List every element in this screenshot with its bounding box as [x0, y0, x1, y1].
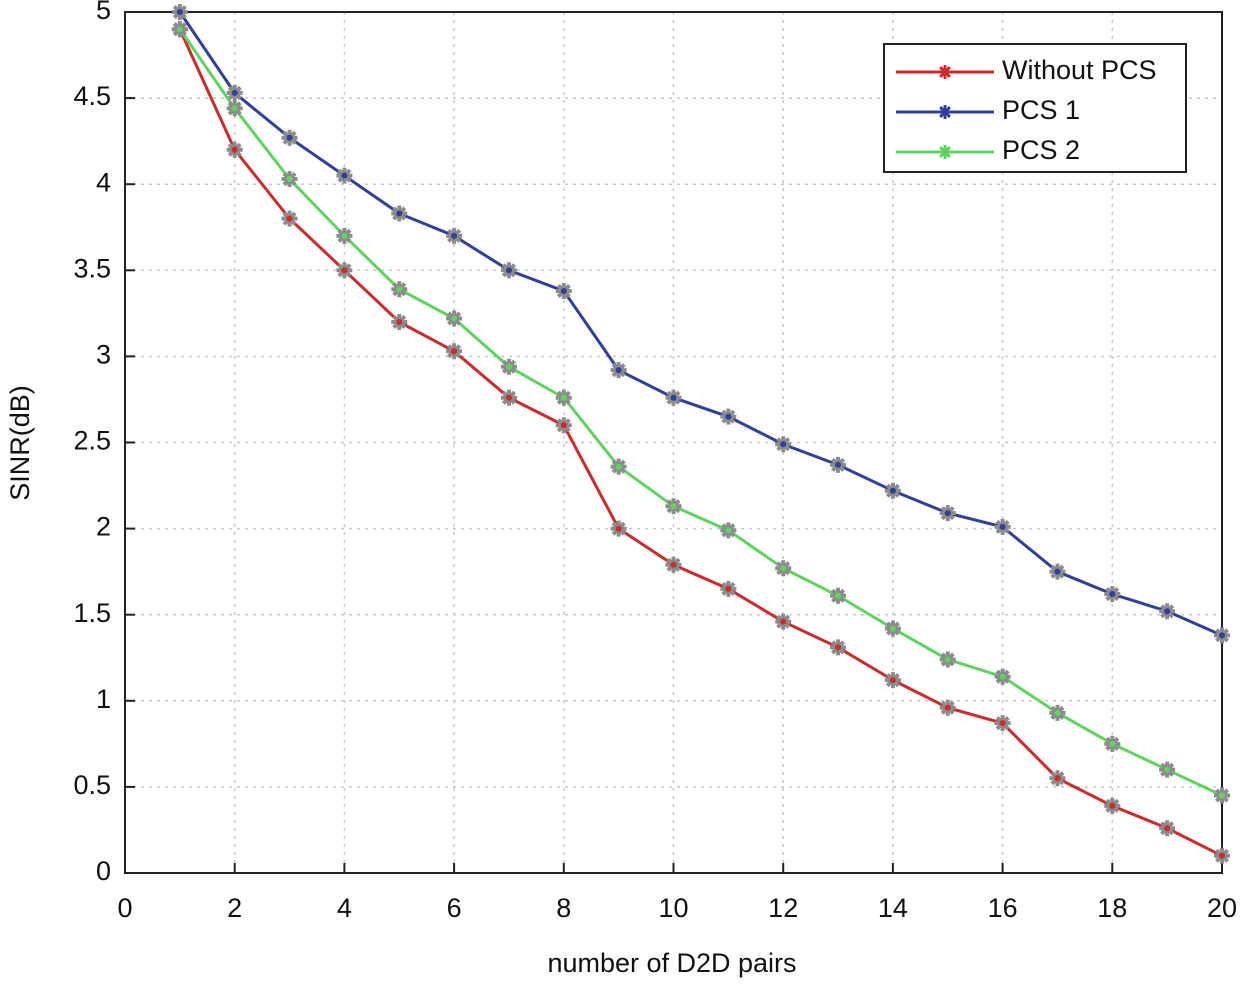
legend-marker — [938, 65, 952, 79]
x-tick-label: 0 — [117, 893, 132, 923]
data-point-center — [231, 146, 238, 153]
x-tick-label: 4 — [337, 893, 352, 923]
data-point-center — [505, 394, 512, 401]
x-tick-label: 2 — [227, 893, 242, 923]
data-point-center — [889, 487, 896, 494]
data-point-center — [670, 561, 677, 568]
y-tick-label: 3 — [96, 340, 111, 370]
data-point-center — [560, 287, 567, 294]
data-point-center — [725, 585, 732, 592]
data-point-center — [451, 232, 458, 239]
data-point-center — [1219, 632, 1225, 639]
data-point-center — [1054, 568, 1061, 575]
data-point-center — [1109, 802, 1116, 809]
y-tick-label: 3.5 — [73, 253, 111, 283]
data-point-center — [505, 267, 512, 274]
x-tick-label: 12 — [768, 893, 798, 923]
data-point-center — [1164, 766, 1171, 773]
data-point-center — [286, 134, 293, 141]
series-line — [178, 28, 1223, 797]
data-point-center — [396, 318, 403, 325]
data-point-center — [176, 26, 183, 33]
y-axis-label: SINR(dB) — [5, 385, 35, 501]
data-point-center — [560, 394, 567, 401]
x-tick-label: 20 — [1207, 893, 1237, 923]
data-point-center — [615, 525, 622, 532]
data-point-center — [615, 367, 622, 374]
data-point-center — [1219, 792, 1225, 799]
data-point-center — [286, 215, 293, 222]
data-point-center — [725, 527, 732, 534]
legend-label: PCS 1 — [1002, 95, 1080, 125]
data-point-center — [451, 348, 458, 355]
y-tick-label: 1 — [96, 684, 111, 714]
data-point-center — [780, 618, 787, 625]
data-point-center — [396, 286, 403, 293]
data-point-center — [1164, 608, 1171, 615]
data-point-center — [780, 565, 787, 572]
data-point-center — [889, 677, 896, 684]
data-point-center — [999, 523, 1006, 530]
data-point-center — [835, 461, 842, 468]
data-point-center — [505, 363, 512, 370]
data-point-center — [176, 9, 183, 15]
data-point-center — [835, 644, 842, 651]
data-point-center — [999, 720, 1006, 727]
y-tick-label: 2.5 — [73, 426, 111, 456]
data-point-center — [341, 232, 348, 239]
y-tick-label: 4 — [96, 167, 111, 197]
series-line — [178, 11, 1223, 637]
legend-label: Without PCS — [1002, 55, 1157, 85]
plot-frame — [124, 11, 1223, 874]
data-point-center — [670, 503, 677, 510]
x-axis-label: number of D2D pairs — [547, 948, 796, 978]
data-point-center — [1054, 709, 1061, 716]
data-point-center — [286, 176, 293, 183]
data-point-center — [944, 510, 951, 517]
data-point-center — [231, 89, 238, 96]
data-point-center — [1219, 852, 1225, 859]
data-point-center — [1054, 775, 1061, 782]
series-line — [178, 28, 1223, 858]
y-tick-label: 0.5 — [73, 770, 111, 800]
data-point-center — [835, 592, 842, 599]
y-tick-label: 1.5 — [73, 598, 111, 628]
data-point-center — [396, 210, 403, 217]
legend-marker — [938, 145, 952, 159]
x-tick-label: 18 — [1097, 893, 1127, 923]
y-tick-label: 5 — [96, 0, 111, 25]
y-tick-label: 0 — [96, 856, 111, 886]
data-point-center — [780, 441, 787, 448]
data-point-center — [889, 625, 896, 632]
data-point-center — [451, 315, 458, 322]
x-tick-label: 14 — [878, 893, 908, 923]
x-tick-label: 10 — [658, 893, 688, 923]
data-point-center — [725, 413, 732, 420]
data-point-center — [1164, 825, 1171, 832]
data-point-center — [944, 704, 951, 711]
legend-label: PCS 2 — [1002, 135, 1080, 165]
x-tick-label: 6 — [447, 893, 462, 923]
data-point-center — [231, 105, 238, 112]
legend-marker — [938, 105, 952, 119]
x-tick-label: 16 — [988, 893, 1018, 923]
data-point-center — [615, 463, 622, 470]
data-point-center — [1109, 740, 1116, 747]
x-tick-label: 8 — [556, 893, 571, 923]
data-point-center — [560, 422, 567, 429]
data-point-center — [999, 673, 1006, 680]
data-point-center — [1109, 591, 1116, 598]
y-tick-label: 2 — [96, 512, 111, 542]
data-point-center — [944, 656, 951, 663]
data-point-center — [341, 267, 348, 274]
y-tick-label: 4.5 — [73, 81, 111, 111]
data-point-center — [670, 394, 677, 401]
data-point-center — [341, 172, 348, 179]
